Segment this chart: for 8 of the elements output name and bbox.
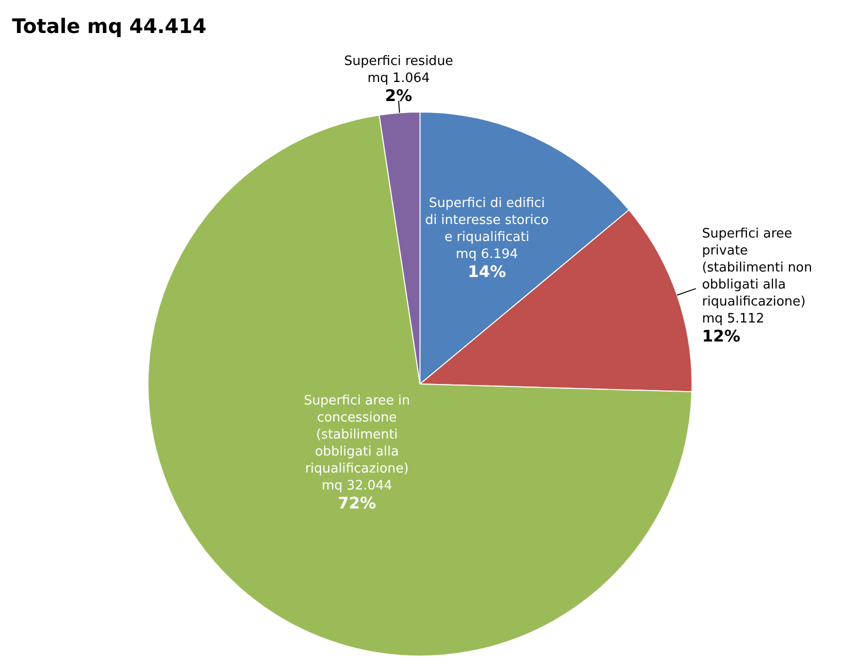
- data-label: mq 1.064 2%: [368, 70, 430, 105]
- data-label: mq 32.044 72%: [322, 478, 392, 512]
- data-label: mq 5.112 12%: [702, 312, 764, 346]
- chart-title: Totale mq 44.414: [12, 14, 206, 38]
- data-label: mq 6.194 14%: [456, 247, 518, 282]
- slice-label: Superfici aree in concessione (stabilimenti obbligati alla riqualificazione): [304, 393, 410, 476]
- slice-label: Superfici residue: [344, 54, 454, 69]
- slice-label: Superfici aree private (stabilimenti non obbligati alla riqualificazione): [702, 226, 812, 310]
